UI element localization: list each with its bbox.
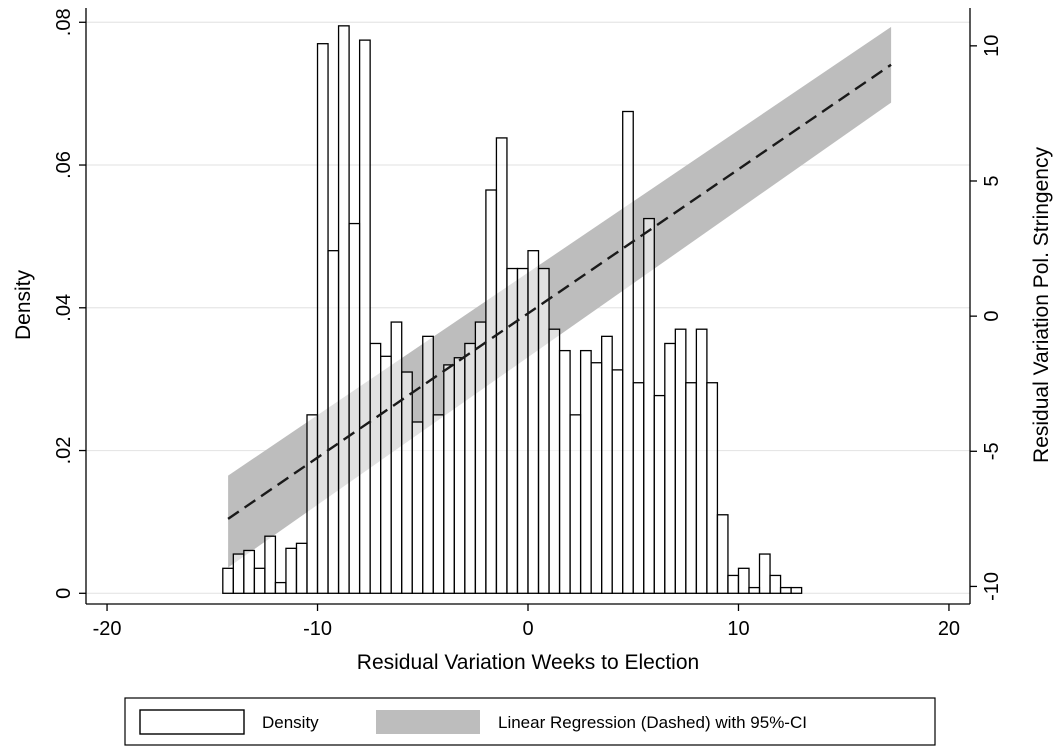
- legend-regression-key: [376, 710, 480, 734]
- histogram-bar-25: [485, 189, 498, 594]
- histogram-bar-22: [453, 357, 466, 594]
- histogram-bar-47: [716, 514, 729, 594]
- histogram-bar-48: [727, 574, 740, 594]
- histogram-bar-15: [380, 355, 392, 594]
- histogram-bar-17: [401, 371, 413, 594]
- histogram-bar-33: [569, 414, 582, 594]
- y-tick-label-3: .06: [53, 151, 75, 179]
- y-tick-label-0: 0: [53, 588, 75, 599]
- histogram-bar-46: [706, 382, 719, 594]
- histogram-bar-28: [516, 267, 529, 594]
- histogram-bar-50: [748, 586, 761, 594]
- histogram-bar-6: [285, 547, 298, 594]
- histogram-bar-23: [464, 342, 477, 594]
- histogram-bar-41: [653, 394, 666, 594]
- histogram-bar-38: [622, 110, 634, 594]
- histogram-bar-20: [432, 414, 445, 594]
- y2-tick-label-4: 10: [981, 35, 1003, 57]
- histogram-bar-3: [253, 567, 266, 594]
- histogram-bar-4: [264, 535, 277, 594]
- histogram-bar-10: [327, 250, 340, 594]
- histogram-bar-13: [358, 39, 371, 594]
- histogram-bar-12: [348, 222, 361, 594]
- y-tick-label-1: .02: [53, 437, 75, 465]
- y2-tick-label-2: 0: [981, 311, 1003, 322]
- legend-frame: [124, 697, 936, 746]
- x-axis-title: Residual Variation Weeks to Election: [357, 651, 699, 674]
- histogram-bar-34: [579, 349, 592, 594]
- histogram-bar-14: [369, 342, 382, 594]
- histogram-bar-53: [779, 586, 792, 594]
- histogram-bar-9: [316, 43, 329, 594]
- x-tick-label-1: -10: [303, 618, 332, 640]
- histogram-bar-0: [222, 567, 234, 594]
- histogram-bar-40: [643, 217, 655, 594]
- x-tick-label-3: 10: [727, 618, 749, 640]
- histogram-bars: [222, 25, 803, 594]
- histogram-bar-31: [548, 328, 561, 594]
- axes: [79, 8, 977, 611]
- histogram-bar-21: [443, 364, 455, 594]
- y2-tick-label-1: -5: [981, 442, 1003, 460]
- histogram-bar-27: [506, 267, 519, 594]
- histogram-bar-29: [527, 250, 540, 594]
- histogram-bar-16: [390, 321, 403, 594]
- histogram-bar-8: [306, 414, 319, 594]
- histogram-bar-35: [590, 362, 603, 594]
- legend-density-key: [139, 709, 245, 735]
- histogram-bar-52: [769, 574, 782, 594]
- histogram-bar-45: [695, 328, 708, 594]
- legend-density-label: Density: [262, 713, 319, 732]
- legend: Density Linear Regression (Dashed) with …: [124, 697, 936, 746]
- histogram-bar-51: [758, 553, 771, 594]
- histogram-bar-36: [601, 335, 613, 594]
- x-tick-label-2: 0: [522, 618, 533, 640]
- y-tick-label-2: .04: [53, 294, 75, 322]
- x-tick-label-4: 20: [938, 618, 960, 640]
- y2-axis-title: Residual Variation Pol. Stringency: [1030, 147, 1053, 463]
- y2-tick-label-0: -10: [981, 572, 1003, 601]
- histogram-bar-32: [558, 349, 571, 594]
- histogram-bar-54: [790, 586, 803, 594]
- histogram-bar-2: [243, 549, 256, 594]
- histogram-bar-37: [611, 369, 624, 594]
- histogram-bar-24: [474, 321, 487, 594]
- histogram-bar-42: [664, 342, 676, 594]
- y-axis-title: Density: [12, 269, 35, 340]
- tick-labels: -20 -10 0 10 20 0 .02 .04 .06 .08 -10 -5 0 5 10: [53, 8, 1003, 640]
- histogram-bar-26: [495, 137, 508, 594]
- histogram-bar-1: [232, 553, 245, 594]
- histogram-bar-39: [632, 382, 645, 594]
- x-tick-label-0: -20: [93, 618, 122, 640]
- histogram-bar-18: [411, 421, 424, 594]
- histogram-bar-7: [295, 542, 308, 594]
- histogram-bar-19: [422, 335, 434, 594]
- histogram-bar-49: [737, 567, 750, 594]
- regression-line: [227, 63, 892, 520]
- legend-regression-label: Linear Regression (Dashed) with 95%-CI: [498, 713, 807, 732]
- histogram-bar-43: [674, 328, 687, 594]
- regression-line-layer: [227, 63, 892, 520]
- histogram-bar-5: [274, 581, 287, 594]
- histogram-bar-44: [685, 382, 698, 594]
- histogram-bar-30: [537, 267, 550, 594]
- y2-tick-label-3: 5: [981, 175, 1003, 186]
- y-tick-label-4: .08: [53, 8, 75, 36]
- histogram-bar-11: [337, 25, 350, 594]
